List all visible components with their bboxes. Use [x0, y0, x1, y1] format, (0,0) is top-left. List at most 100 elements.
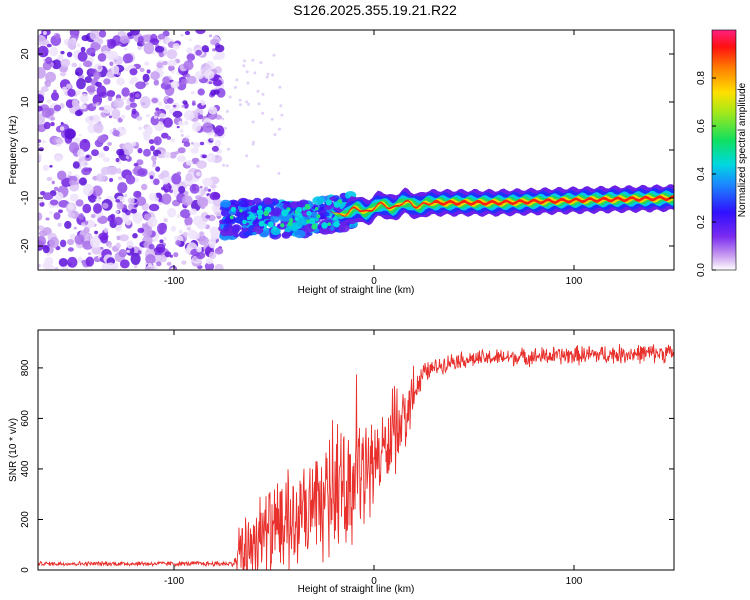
noise-speckle	[152, 160, 157, 165]
noise-speckle	[270, 117, 274, 121]
bottom-y-tick-label: 200	[20, 511, 31, 528]
ridge-blob	[249, 202, 254, 206]
noise-speckle	[86, 85, 97, 93]
noise-speckle	[188, 38, 192, 42]
noise-speckle	[199, 141, 205, 146]
noise-speckle	[186, 53, 196, 61]
noise-speckle	[145, 254, 156, 265]
noise-speckle	[107, 141, 112, 146]
noise-speckle	[116, 77, 125, 86]
top-x-tick-label: 0	[371, 276, 377, 287]
noise-speckle	[40, 86, 49, 93]
noise-speckle	[113, 97, 125, 109]
noise-speckle	[122, 142, 134, 156]
noise-speckle	[115, 242, 121, 249]
noise-speckle	[38, 115, 46, 125]
noise-speckle	[51, 180, 55, 185]
noise-speckle	[156, 261, 162, 267]
noise-speckle	[77, 256, 83, 263]
noise-speckle	[58, 258, 68, 267]
noise-speckle	[233, 85, 237, 89]
noise-speckle	[66, 51, 73, 58]
noise-speckle	[277, 171, 281, 175]
noise-speckle	[159, 113, 166, 119]
bottom-plot-frame	[37, 329, 675, 571]
noise-speckle	[251, 142, 255, 146]
noise-speckle	[97, 53, 107, 62]
noise-speckle	[162, 76, 171, 85]
ridge-hot-spot	[325, 199, 332, 206]
noise-speckle	[102, 202, 109, 209]
noise-speckle	[57, 222, 62, 227]
noise-speckle	[171, 70, 175, 74]
noise-speckle	[151, 97, 159, 104]
noise-speckle	[183, 110, 195, 121]
noise-speckle	[141, 41, 145, 46]
noise-speckle	[49, 46, 59, 57]
noise-speckle	[127, 197, 135, 204]
noise-speckle	[123, 47, 128, 51]
ridge-hot-spot	[306, 210, 312, 216]
noise-speckle	[238, 103, 242, 107]
noise-speckle	[115, 157, 120, 163]
noise-speckle	[43, 121, 51, 130]
noise-speckle	[96, 102, 100, 106]
noise-speckle	[129, 92, 134, 98]
noise-speckle	[114, 216, 123, 226]
bottom-axes: -100 0 100 0 200 400 600 800	[20, 330, 674, 587]
noise-speckle	[118, 43, 122, 46]
noise-speckle	[84, 76, 92, 84]
ridge-blob	[238, 200, 248, 208]
ridge-blob	[319, 226, 331, 235]
noise-speckle	[208, 81, 213, 84]
bottom-x-tick-label: 100	[566, 576, 583, 587]
noise-speckle	[182, 231, 188, 237]
noise-speckle	[75, 199, 84, 207]
noise-speckle	[172, 110, 183, 118]
noise-speckle	[125, 100, 129, 104]
noise-speckle	[122, 53, 133, 64]
colorbar-tick-label: 0.8	[696, 71, 707, 85]
noise-speckle	[85, 219, 96, 228]
noise-speckle	[228, 95, 232, 99]
noise-speckle	[135, 196, 147, 206]
noise-speckle	[191, 91, 195, 95]
colorbar-ticks: 0.0 0.2 0.4 0.6 0.8	[696, 71, 716, 277]
noise-speckle	[214, 139, 222, 148]
ridge-blob	[230, 202, 235, 206]
noise-speckle	[202, 177, 213, 187]
noise-speckle	[107, 38, 116, 49]
noise-speckle	[77, 43, 81, 48]
noise-speckle	[97, 135, 107, 144]
noise-speckle	[148, 139, 155, 145]
noise-speckle	[107, 166, 118, 176]
noise-speckle	[148, 192, 157, 202]
ridge-blob	[222, 226, 229, 232]
noise-speckle	[179, 128, 184, 134]
noise-speckle	[73, 226, 78, 230]
noise-speckle	[196, 160, 207, 169]
noise-speckle	[46, 43, 52, 48]
noise-speckle	[235, 78, 239, 82]
ridge-blob	[267, 200, 272, 204]
noise-speckle	[96, 85, 107, 97]
noise-speckle	[42, 140, 46, 144]
noise-speckle	[175, 240, 182, 246]
top-y-tick-label: 0	[20, 147, 31, 153]
noise-speckle	[150, 71, 160, 81]
noise-speckle	[158, 101, 163, 106]
noise-speckle	[209, 226, 220, 235]
noise-speckle	[189, 183, 200, 194]
noise-speckle	[93, 71, 101, 80]
noise-speckle	[121, 87, 130, 97]
colorbar-label: Normalized spectral amplitude	[737, 82, 748, 217]
noise-speckle	[38, 230, 48, 237]
noise-speckle	[186, 75, 197, 85]
noise-speckle	[197, 114, 204, 120]
ridge-blob	[324, 204, 333, 210]
noise-speckle	[242, 64, 246, 68]
ridge-blob	[252, 231, 257, 236]
noise-speckle	[92, 103, 96, 107]
noise-speckle	[211, 145, 219, 152]
